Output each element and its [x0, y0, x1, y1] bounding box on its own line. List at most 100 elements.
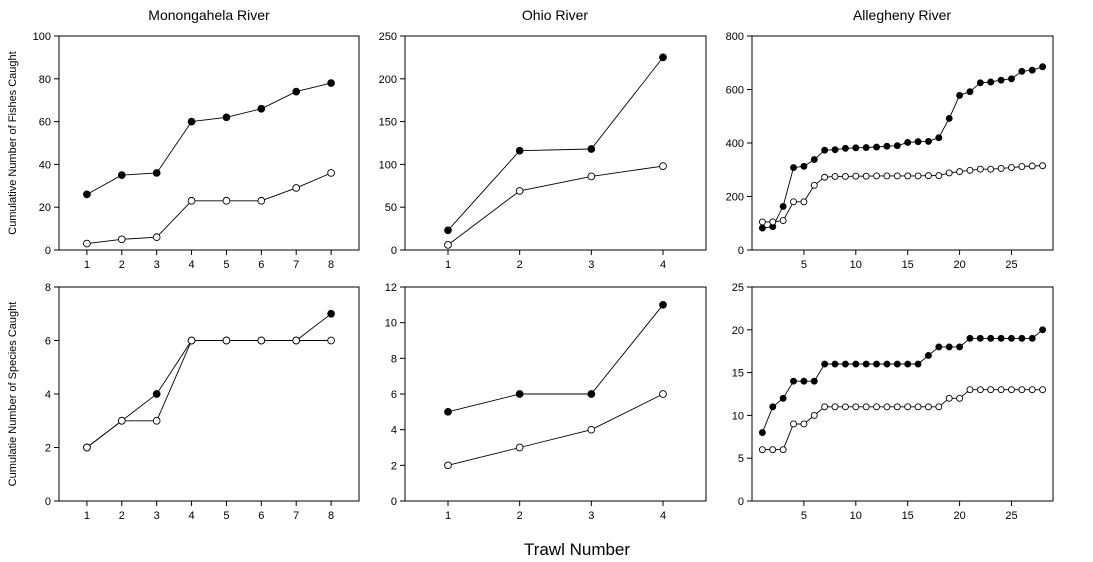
y-tick-label: 4: [391, 425, 397, 437]
y-tick-label: 100: [379, 159, 397, 171]
series-line-filled: [447, 57, 664, 231]
data-point-filled: [852, 360, 860, 368]
y-tick-label: 20: [39, 202, 51, 214]
y-tick-label: 40: [39, 159, 51, 171]
data-point-filled: [758, 429, 766, 436]
data-point-filled: [976, 334, 984, 342]
data-point-open: [966, 386, 974, 394]
data-point-open: [659, 162, 667, 170]
x-tick-label: 1: [445, 510, 451, 522]
series-line-open: [762, 389, 1043, 451]
y-tick-label: 0: [738, 245, 744, 257]
x-tick-label: 3: [154, 510, 160, 522]
x-tick-label: 3: [588, 510, 594, 522]
y-tick-label: 15: [732, 368, 744, 380]
data-point-filled: [883, 142, 891, 150]
data-point-filled: [1039, 326, 1047, 334]
data-point-open: [945, 394, 953, 402]
x-tick-label: 6: [258, 259, 264, 271]
data-point-filled: [873, 143, 881, 151]
data-point-open: [800, 420, 808, 428]
data-point-filled: [444, 407, 452, 416]
y-tick-label: 600: [726, 85, 744, 97]
data-point-open: [187, 196, 196, 205]
plot-frame: [58, 286, 360, 502]
x-tick-label: 20: [953, 510, 965, 522]
x-tick-label: 15: [902, 510, 914, 522]
data-point-open: [152, 416, 161, 425]
y-tick-label: 6: [45, 336, 51, 348]
y-tick-label: 2: [45, 443, 51, 455]
x-tick-label: 25: [1005, 259, 1017, 271]
data-point-filled: [187, 117, 196, 126]
y-tick-label: 0: [738, 496, 744, 508]
data-point-open: [904, 403, 912, 411]
data-point-filled: [935, 134, 943, 142]
data-point-filled: [327, 79, 335, 87]
data-point-filled: [893, 360, 901, 368]
data-point-filled: [945, 114, 953, 122]
y-tick-label: 100: [33, 31, 51, 43]
y-tick-label: 2: [391, 460, 397, 472]
data-point-open: [587, 172, 596, 181]
y-tick-label: 800: [726, 31, 744, 43]
data-point-filled: [956, 343, 964, 351]
data-point-open: [976, 386, 984, 394]
plot-frame: [751, 35, 1054, 251]
data-point-filled: [790, 377, 797, 385]
data-point-filled: [893, 142, 901, 150]
data-point-filled: [976, 79, 984, 87]
data-point-filled: [873, 360, 881, 368]
data-point-open: [222, 336, 231, 345]
data-point-open: [1028, 386, 1036, 394]
data-point-open: [1008, 164, 1015, 172]
panel-title: Ohio River: [522, 7, 588, 23]
x-tick-label: 5: [801, 259, 807, 271]
x-tick-label: 4: [660, 510, 666, 522]
data-point-open: [821, 173, 829, 181]
y-tick-label: 10: [385, 318, 397, 330]
y-tick-label: 0: [391, 496, 397, 508]
data-point-filled: [515, 390, 524, 398]
x-tick-label: 1: [84, 259, 90, 271]
data-point-open: [1018, 386, 1026, 394]
data-point-open: [893, 172, 901, 180]
series-line-open: [447, 165, 664, 246]
data-point-open: [862, 403, 870, 411]
data-point-filled: [444, 226, 452, 235]
y-tick-label: 8: [391, 353, 397, 365]
x-tick-label: 8: [328, 510, 334, 522]
x-tick-label: 4: [188, 259, 194, 271]
data-point-filled: [222, 113, 231, 122]
data-point-open: [292, 184, 301, 192]
data-point-filled: [659, 53, 667, 62]
y-tick-label: 0: [45, 245, 51, 257]
y-tick-label: 150: [379, 117, 397, 129]
data-point-filled: [1008, 334, 1015, 342]
data-point-open: [83, 239, 91, 248]
series-line-open: [447, 393, 664, 466]
data-point-open: [810, 181, 818, 189]
data-point-filled: [862, 360, 870, 368]
data-point-open: [914, 403, 922, 411]
data-point-open: [873, 172, 881, 180]
data-point-open: [841, 172, 849, 180]
data-point-open: [841, 403, 849, 411]
y-tick-label: 200: [379, 74, 397, 86]
y-tick-label: 0: [45, 496, 51, 508]
data-point-open: [945, 169, 953, 177]
data-point-open: [1039, 162, 1047, 170]
data-point-filled: [987, 78, 995, 86]
plot-frame: [58, 35, 360, 251]
x-tick-label: 5: [223, 259, 229, 271]
plot-frame: [751, 286, 1054, 502]
data-point-filled: [821, 360, 829, 368]
data-point-filled: [966, 334, 974, 342]
data-point-filled: [914, 360, 922, 368]
data-point-open: [758, 446, 766, 454]
x-tick-label: 4: [660, 259, 666, 271]
data-point-filled: [779, 394, 787, 402]
y-tick-label: 25: [732, 282, 744, 294]
y-tick-label: 6: [391, 389, 397, 401]
